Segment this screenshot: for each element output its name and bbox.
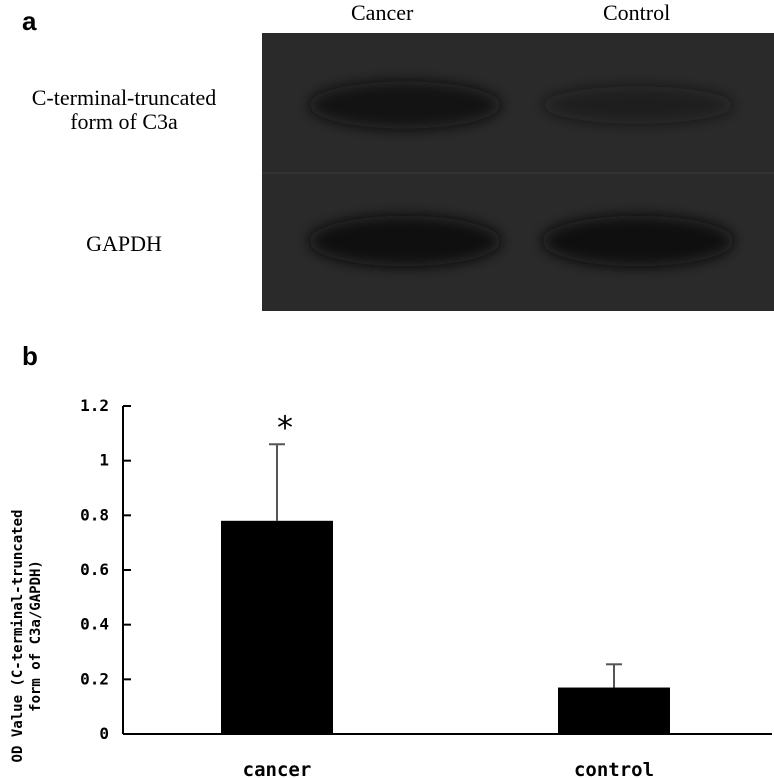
bar-control (558, 687, 670, 734)
significance-marker: * (277, 408, 293, 446)
y-tick-label: 0.8 (80, 505, 109, 524)
row-label-c3a-line2: form of C3a (70, 109, 178, 134)
y-tick-label: 0.6 (80, 560, 109, 579)
x-category-label: control (574, 759, 654, 778)
bar-cancer (221, 520, 333, 734)
row-label-gapdh: GAPDH (4, 232, 244, 256)
y-axis-label-line1: OD Value (C-terminal-truncated (10, 510, 26, 763)
panel-a-label: a (22, 6, 37, 36)
y-tick-label: 1 (99, 451, 109, 470)
y-tick-label: 0.2 (80, 669, 109, 688)
y-axis-label-line2: form of C3a/GAPDH) (28, 560, 44, 712)
blot-band (309, 81, 501, 129)
bar-chart: OD Value (C-terminal-truncated form of C… (10, 396, 772, 778)
row-label-c3a-line1: C-terminal-truncated (31, 85, 217, 110)
lane-label-control: Control (603, 0, 671, 25)
blot-band (309, 215, 501, 267)
lane-label-cancer: Cancer (351, 0, 414, 25)
blot-band (542, 86, 734, 124)
panel-b-label: b (22, 341, 38, 371)
y-tick-label: 1.2 (80, 396, 109, 415)
row-label-c3a: C-terminal-truncated form of C3a (4, 86, 244, 134)
y-tick-label: 0.4 (80, 615, 109, 634)
x-category-label: cancer (243, 759, 312, 778)
y-tick-label: 0 (99, 724, 109, 743)
y-axis-label: OD Value (C-terminal-truncated form of C… (10, 510, 44, 763)
blot-band (542, 215, 734, 267)
row-label-gapdh-line1: GAPDH (86, 231, 162, 256)
western-blot-image (262, 33, 774, 311)
